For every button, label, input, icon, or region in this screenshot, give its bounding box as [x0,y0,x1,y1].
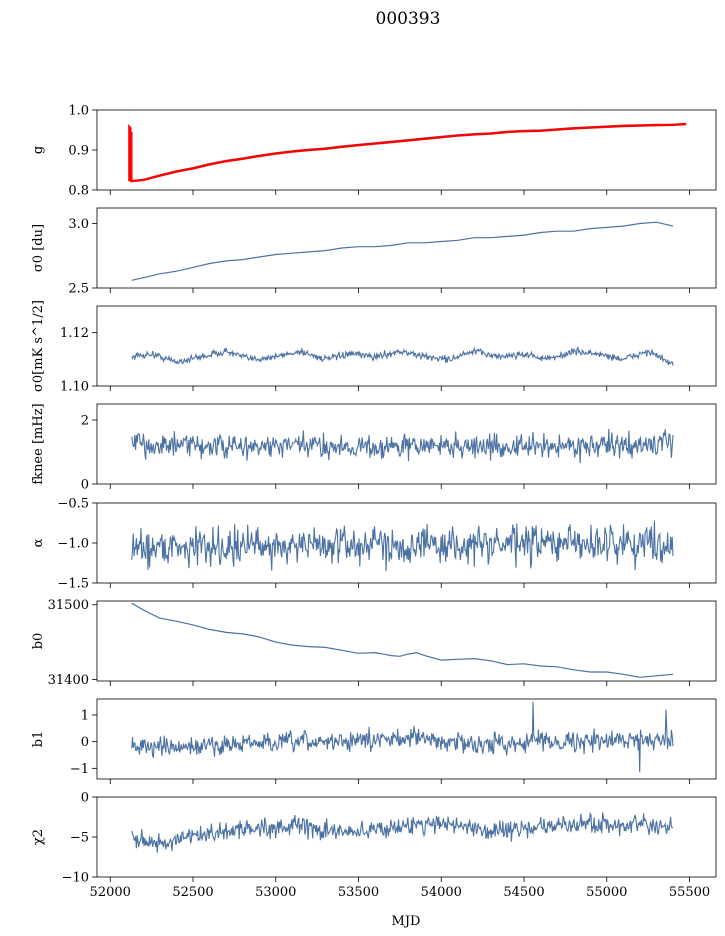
y-tick-label-g-0: 0.8 [68,184,89,199]
series-alpha-0 [131,520,674,572]
y-axis-label-g: g [31,146,46,154]
panel-alpha: −1.5 −1.0 −0.5 α [31,497,717,592]
y-axis-label-alpha: α [31,538,46,547]
x-tick-label-5: 54500 [503,885,544,900]
series-fknee-0 [131,428,674,464]
panel-b0: 31400 31500 b0 [31,598,717,688]
axes-frame-g [96,109,717,191]
figure-title: 000393 [376,9,441,29]
y-tick-label-g-1: 0.9 [68,144,89,159]
panel-sigma0_du: 2.5 3.0 σ0 [du] [31,207,717,297]
panel-b1: −1 0 1 b1 [31,698,717,784]
y-tick-label-b1-0: −1 [70,762,89,777]
series-b0-0 [131,602,674,678]
axes-frame-sigma0_du [96,207,717,289]
y-tick-label-alpha-2: −0.5 [57,497,89,512]
panels: 0.8 0.9 1.0 g 2.5 3.0 σ0 [du] 1.10 1.12 σ0[mK s^1… [31,104,717,900]
panel-fknee: 0 2 fknee [mHz] [31,403,717,493]
series-g-1 [129,122,687,183]
series-sigma0_du-0 [131,221,674,281]
y-tick-label-sigma0_du-1: 3.0 [68,217,89,232]
y-tick-label-sigma0_mk-0: 1.10 [60,380,89,395]
y-tick-label-alpha-1: −1.0 [57,537,89,552]
y-tick-label-b0-1: 31500 [48,598,89,613]
y-tick-label-b1-2: 1 [81,709,89,724]
y-tick-label-fknee-0: 0 [81,478,89,493]
x-tick-label-2: 53000 [255,885,296,900]
axes-frame-sigma0_mk [96,305,717,387]
panel-sigma0_mk: 1.10 1.12 σ0[mK s^1/2] [31,300,717,395]
y-tick-label-fknee-1: 2 [81,414,89,429]
y-tick-label-g-2: 1.0 [68,104,89,119]
panel-chi2: −10 −5 0 52000 52500 53000 53500 54000 54500 5500… [31,791,717,900]
axes-frame-b1 [96,698,717,780]
y-tick-label-chi2-2: 0 [81,791,89,806]
y-tick-label-sigma0_du-0: 2.5 [68,282,89,297]
series-g-0 [130,123,674,182]
y-axis-label-chi2: χ2 [31,829,46,845]
series-sigma0_mk-0 [131,345,674,366]
axes-frame-fknee [96,403,717,485]
x-tick-label-4: 54000 [421,885,462,900]
series-chi2-0 [131,811,674,853]
series-b1-0 [131,701,674,773]
axes-frame-b0 [96,600,717,682]
x-tick-label-1: 52500 [172,885,213,900]
y-tick-label-sigma0_mk-1: 1.12 [60,326,89,341]
y-axis-label-sigma0_mk: σ0[mK s^1/2] [31,300,46,392]
x-tick-label-0: 52000 [90,885,131,900]
x-tick-label-7: 55500 [669,885,710,900]
y-axis-label-sigma0_du: σ0 [du] [31,224,46,272]
y-tick-label-alpha-0: −1.5 [57,577,89,592]
panel-g: 0.8 0.9 1.0 g [31,104,717,199]
y-axis-label-fknee: fknee [mHz] [31,403,46,484]
y-tick-label-b0-0: 31400 [48,673,89,688]
y-axis-label-b1: b1 [31,731,46,748]
x-tick-label-3: 53500 [338,885,379,900]
x-tick-label-6: 55000 [586,885,627,900]
y-axis-label-b0: b0 [31,633,46,650]
y-tick-label-chi2-1: −5 [70,831,89,846]
y-tick-label-chi2-0: −10 [62,871,89,886]
series-g-2 [128,123,133,182]
y-tick-label-b1-1: 0 [81,735,89,750]
x-axis-label: MJD [392,914,421,929]
